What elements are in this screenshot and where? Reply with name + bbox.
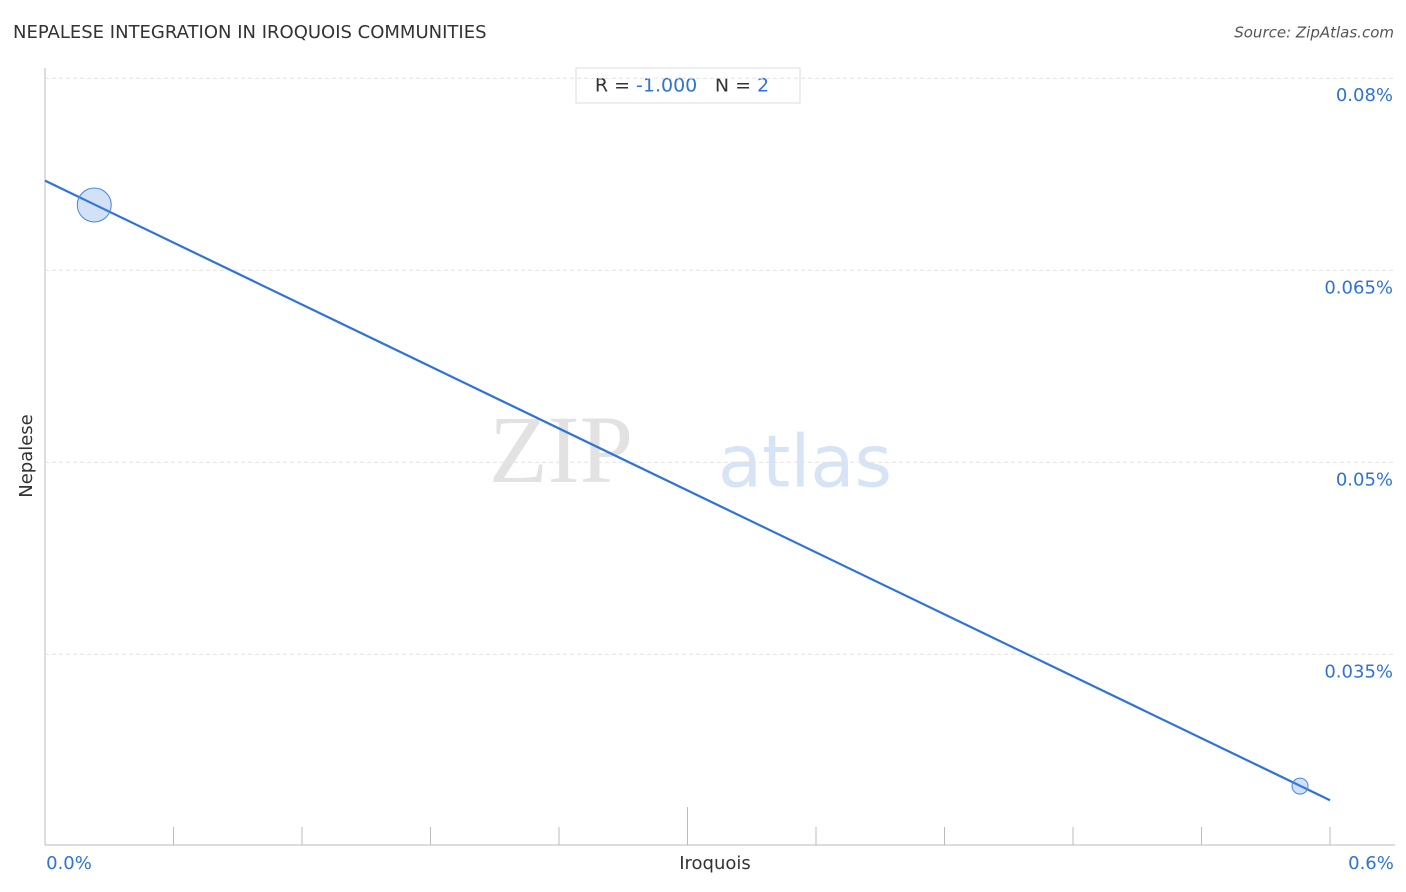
y-tick-label: 0.065% (1324, 277, 1393, 298)
trend-line (44, 179, 1331, 802)
stats-box (575, 67, 801, 104)
x-tick-label: 0.0% (46, 853, 92, 874)
stat-value: -1.000 (636, 75, 697, 97)
stat-value: 2 (757, 75, 769, 97)
watermark: ZIP (489, 396, 633, 503)
stat-name: N = (715, 75, 751, 97)
y-tick-label: 0.05% (1336, 469, 1393, 490)
x-tick-label: 0.6% (1348, 853, 1394, 874)
x-axis-label: Iroquois (679, 853, 751, 874)
y-tick-label: 0.035% (1324, 661, 1393, 682)
y-tick-label: 0.08% (1336, 85, 1393, 106)
y-axis-label: Nepalese (16, 414, 37, 498)
stat-name: R = (595, 75, 630, 97)
chart-title: NEPALESE INTEGRATION IN IROQUOIS COMMUNI… (13, 22, 487, 43)
source: Source: ZipAtlas.com (1234, 24, 1394, 42)
watermark: atlas (718, 420, 892, 504)
point (76, 187, 112, 223)
point (1291, 777, 1309, 795)
